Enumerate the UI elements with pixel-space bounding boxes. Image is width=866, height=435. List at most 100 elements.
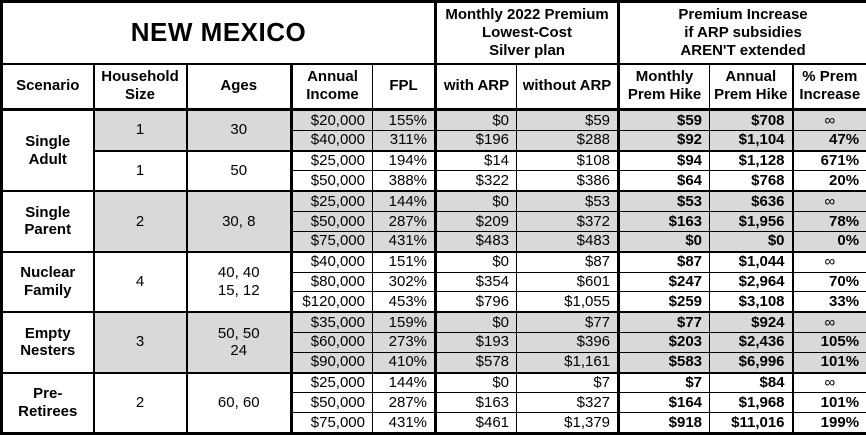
cell-pct-increase: 20% <box>792 170 866 193</box>
cell-monthly-hike: $203 <box>618 331 711 353</box>
cell-annual-income: $80,000 <box>291 271 373 293</box>
col-header-with-arp: with ARP <box>435 63 518 111</box>
cell-with-arp: $196 <box>435 129 518 152</box>
text-line: Prem Hike <box>627 86 702 104</box>
cell-monthly-hike: $59 <box>618 109 711 131</box>
cell-with-arp: $163 <box>435 392 518 414</box>
text-line: Silver plan <box>489 41 565 59</box>
cell-with-arp: $461 <box>435 412 518 434</box>
cell-pct-increase: 671% <box>792 150 866 172</box>
text-line: Income <box>306 86 359 104</box>
cell-without-arp: $59 <box>516 109 621 131</box>
cell-pct-increase: 101% <box>792 392 866 414</box>
text-line: Pre- <box>33 385 63 403</box>
household-size-cell: 1 <box>93 150 188 193</box>
cell-monthly-hike: $259 <box>618 291 711 314</box>
cell-without-arp: $372 <box>516 211 621 232</box>
text-line: Empty <box>24 324 71 342</box>
cell-pct-increase: ∞ <box>792 109 866 131</box>
cell-annual-income: $75,000 <box>291 412 373 434</box>
cell-pct-increase: 101% <box>792 351 866 374</box>
text-line: Single <box>25 132 71 150</box>
text-line: % Prem <box>802 68 858 86</box>
text-line: Monthly <box>635 68 694 86</box>
cell-monthly-hike: $92 <box>618 129 711 152</box>
text-line: 50, 50 <box>217 324 260 342</box>
cell-fpl: 410% <box>371 351 438 374</box>
cell-fpl: 388% <box>371 170 438 193</box>
cell-fpl: 151% <box>371 251 438 273</box>
text-line: Adult <box>28 150 67 168</box>
cell-monthly-hike: $53 <box>618 190 711 213</box>
cell-without-arp: $1,055 <box>516 291 621 314</box>
cell-fpl: 287% <box>371 392 438 414</box>
cell-monthly-hike: $77 <box>618 311 711 333</box>
cell-pct-increase: 47% <box>792 129 866 152</box>
col-header-annual-income: Annual Income <box>291 63 373 111</box>
scenario-cell-single-adult: Single Adult <box>1 109 95 193</box>
cell-annual-income: $20,000 <box>291 109 373 131</box>
cell-annual-income: $50,000 <box>291 211 373 232</box>
cell-pct-increase: ∞ <box>792 371 866 394</box>
cell-with-arp: $0 <box>435 311 518 333</box>
premium-plan-header: Monthly 2022 Premium Lowest-Cost Silver … <box>435 1 621 65</box>
cell-with-arp: $0 <box>435 371 518 394</box>
cell-without-arp: $87 <box>516 251 621 273</box>
text-line: Family <box>23 281 72 299</box>
text-line: Nuclear <box>20 264 76 282</box>
col-header-fpl: FPL <box>371 63 438 111</box>
cell-fpl: 311% <box>371 129 438 152</box>
cell-pct-increase: 199% <box>792 412 866 434</box>
cell-with-arp: $14 <box>435 150 518 172</box>
household-size-cell: 2 <box>93 190 188 253</box>
cell-pct-increase: ∞ <box>792 311 866 333</box>
text-line: if ARP subsidies <box>684 23 802 41</box>
cell-pct-increase: ∞ <box>792 190 866 213</box>
cell-fpl: 155% <box>371 109 438 131</box>
arp-increase-header: Premium Increase if ARP subsidies AREN'T… <box>618 1 866 65</box>
text-line: Prem Hike <box>714 86 788 104</box>
cell-pct-increase: ∞ <box>792 251 866 273</box>
cell-annual-income: $120,000 <box>291 291 373 314</box>
cell-annual-hike: $2,964 <box>709 271 794 293</box>
cell-without-arp: $53 <box>516 190 621 213</box>
cell-without-arp: $386 <box>516 170 621 193</box>
cell-annual-hike: $708 <box>709 109 794 131</box>
col-header-scenario: Scenario <box>1 63 95 111</box>
col-header-pct-prem-increase: % Prem Increase <box>792 63 866 111</box>
ages-cell: 30, 8 <box>186 190 293 253</box>
text-line: Premium Increase <box>678 5 808 23</box>
household-size-cell: 3 <box>93 311 188 374</box>
text-line: Annual <box>725 68 777 86</box>
ages-cell: 40, 40 15, 12 <box>186 251 293 314</box>
cell-fpl: 302% <box>371 271 438 293</box>
cell-monthly-hike: $94 <box>618 150 711 172</box>
cell-annual-hike: $1,044 <box>709 251 794 273</box>
text-line: Monthly 2022 Premium <box>445 5 609 23</box>
col-header-ages: Ages <box>186 63 293 111</box>
cell-fpl: 431% <box>371 230 438 253</box>
text-line: Household <box>101 68 179 86</box>
cell-annual-hike: $636 <box>709 190 794 213</box>
household-size-cell: 2 <box>93 372 188 434</box>
scenario-cell-nuclear-family: Nuclear Family <box>1 251 95 314</box>
text-line: Retirees <box>18 402 78 420</box>
cell-annual-hike: $0 <box>709 230 794 253</box>
col-header-without-arp: without ARP <box>516 63 621 111</box>
cell-fpl: 194% <box>371 150 438 172</box>
cell-annual-income: $40,000 <box>291 251 373 273</box>
cell-fpl: 453% <box>371 291 438 314</box>
state-title: NEW MEXICO <box>0 1 438 65</box>
cell-annual-hike: $3,108 <box>709 291 794 314</box>
cell-annual-hike: $1,104 <box>709 129 794 152</box>
cell-without-arp: $601 <box>516 271 621 293</box>
cell-annual-hike: $84 <box>709 371 794 394</box>
cell-monthly-hike: $64 <box>618 170 711 193</box>
cell-with-arp: $322 <box>435 170 518 193</box>
scenario-cell-empty-nesters: Empty Nesters <box>1 311 95 374</box>
cell-pct-increase: 105% <box>792 331 866 353</box>
cell-annual-hike: $1,956 <box>709 211 794 232</box>
cell-with-arp: $0 <box>435 109 518 131</box>
household-size-cell: 4 <box>93 251 188 314</box>
